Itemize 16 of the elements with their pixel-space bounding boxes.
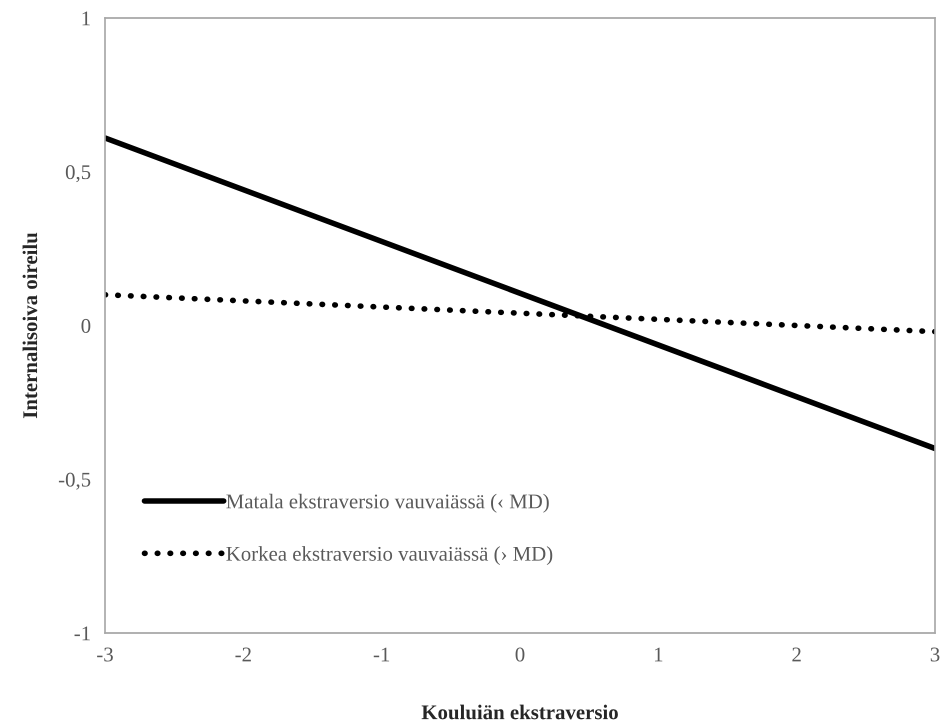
- x-tick-label: 1: [654, 648, 662, 662]
- y-tick-label: 0,5: [66, 165, 90, 182]
- y-tick-label: -0,5: [58, 472, 90, 490]
- legend-label: Matala ekstraversio vauvaiässä (‹ MD): [226, 494, 549, 513]
- x-tick-label: 2: [792, 648, 801, 662]
- x-tick-label: 0: [516, 647, 524, 662]
- x-axis-title: Kouluiän ekstraversio: [422, 704, 618, 720]
- y-tick-label: 0: [81, 318, 90, 333]
- y-tick-label: 1: [82, 11, 90, 26]
- x-tick-label: -3: [97, 648, 113, 662]
- x-tick-label: -2: [235, 648, 251, 662]
- x-tick-label: 3: [930, 648, 940, 662]
- x-tick-label: -1: [374, 648, 390, 662]
- y-tick-label: -1: [74, 626, 90, 640]
- legend-label: Korkea ekstraversio vauvaiässä (› MD): [226, 546, 552, 566]
- y-axis-title: Internalisoiva oireilu: [22, 232, 38, 418]
